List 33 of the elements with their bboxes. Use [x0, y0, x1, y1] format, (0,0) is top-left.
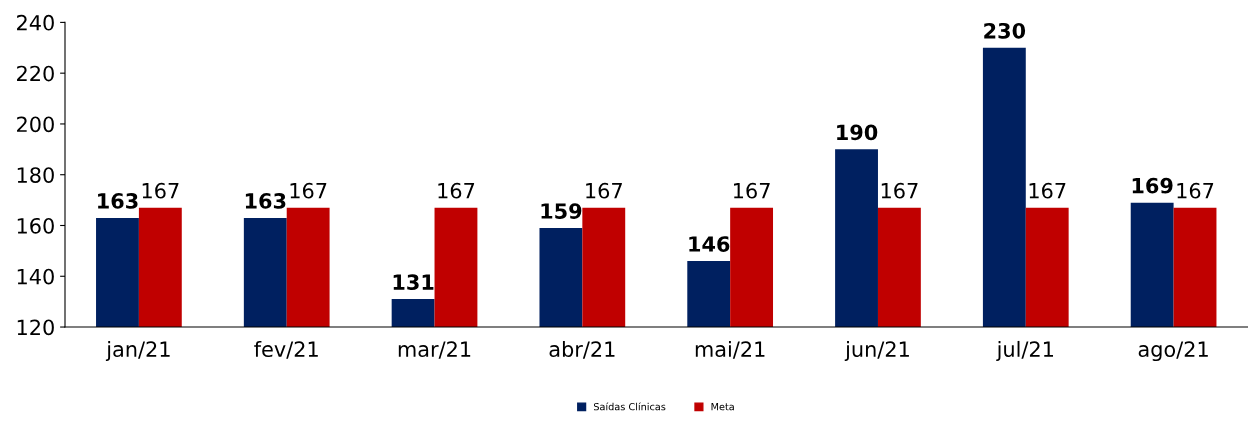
data-label: 167: [142, 182, 179, 199]
data-label: 169: [1132, 177, 1173, 194]
data-label: 167: [290, 182, 327, 199]
data-label: 131: [393, 274, 434, 290]
x-tick-label: ago/21: [1138, 341, 1208, 362]
y-tick-label: 200: [17, 116, 54, 133]
data-label: 190: [837, 124, 878, 141]
x-tick-label: fev/21: [254, 340, 318, 359]
data-label: 167: [1029, 182, 1066, 199]
x-tick-label: jun/21: [844, 340, 909, 362]
x-tick-label: mar/21: [398, 341, 471, 359]
data-label: 167: [881, 182, 918, 199]
legend-label: Meta: [711, 403, 734, 411]
data-label: 159: [541, 203, 582, 219]
x-tick-label: jan/21: [105, 340, 170, 362]
x-tick-label: mai/21: [695, 340, 765, 359]
data-label: 163: [98, 193, 138, 209]
legend-label: Saídas Clínicas: [593, 402, 666, 411]
x-tick-label: jul/21: [996, 340, 1054, 362]
y-tick-label: 160: [17, 217, 54, 234]
y-tick-label: 220: [17, 65, 54, 82]
data-label: 167: [1177, 182, 1214, 199]
y-tick-label: 140: [17, 268, 54, 285]
data-label: 167: [586, 182, 622, 199]
data-label: 146: [689, 236, 730, 252]
data-label: 163: [245, 193, 286, 209]
data-label: 167: [733, 182, 770, 199]
y-tick-label: 240: [17, 14, 54, 31]
x-tick-label: abr/21: [549, 340, 615, 359]
y-tick-label: 180: [17, 167, 54, 183]
data-label: 167: [438, 182, 475, 199]
y-tick-label: 120: [17, 319, 54, 336]
data-label: 230: [984, 22, 1026, 39]
